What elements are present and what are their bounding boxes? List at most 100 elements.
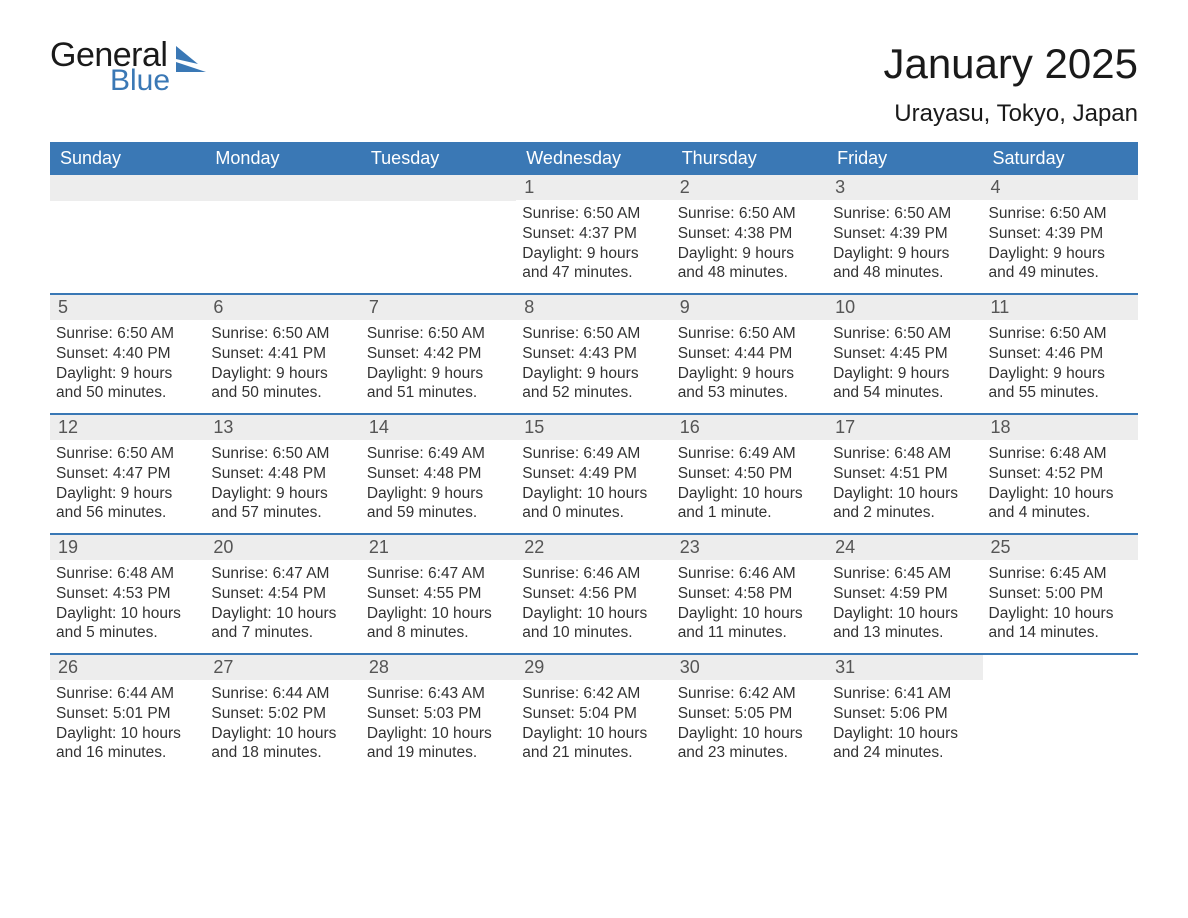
logo: General Blue (50, 40, 208, 94)
day-number: 13 (205, 415, 360, 440)
sunrise-line: Sunrise: 6:50 AM (678, 204, 821, 224)
sunset-line: Sunset: 4:53 PM (56, 584, 199, 604)
week-row: 12Sunrise: 6:50 AMSunset: 4:47 PMDayligh… (50, 413, 1138, 533)
day-body: Sunrise: 6:45 AMSunset: 5:00 PMDaylight:… (983, 560, 1138, 647)
header-row: General Blue January 2025 Urayasu, Tokyo… (50, 40, 1138, 128)
day-number: 16 (672, 415, 827, 440)
day-cell: 21Sunrise: 6:47 AMSunset: 4:55 PMDayligh… (361, 535, 516, 653)
day-cell: 7Sunrise: 6:50 AMSunset: 4:42 PMDaylight… (361, 295, 516, 413)
day-header: Wednesday (516, 142, 671, 175)
daylight-line: Daylight: 10 hours and 14 minutes. (989, 604, 1132, 644)
daylight-line: Daylight: 10 hours and 16 minutes. (56, 724, 199, 764)
day-number: 11 (983, 295, 1138, 320)
day-cell: 19Sunrise: 6:48 AMSunset: 4:53 PMDayligh… (50, 535, 205, 653)
day-body: Sunrise: 6:50 AMSunset: 4:39 PMDaylight:… (983, 200, 1138, 287)
daylight-line: Daylight: 9 hours and 50 minutes. (56, 364, 199, 404)
sunrise-line: Sunrise: 6:45 AM (989, 564, 1132, 584)
sunset-line: Sunset: 4:49 PM (522, 464, 665, 484)
sunset-line: Sunset: 4:41 PM (211, 344, 354, 364)
day-body: Sunrise: 6:50 AMSunset: 4:43 PMDaylight:… (516, 320, 671, 407)
sunrise-line: Sunrise: 6:50 AM (211, 444, 354, 464)
sunset-line: Sunset: 4:38 PM (678, 224, 821, 244)
daylight-line: Daylight: 9 hours and 56 minutes. (56, 484, 199, 524)
sunrise-line: Sunrise: 6:50 AM (678, 324, 821, 344)
week-row: 26Sunrise: 6:44 AMSunset: 5:01 PMDayligh… (50, 653, 1138, 773)
day-cell: 22Sunrise: 6:46 AMSunset: 4:56 PMDayligh… (516, 535, 671, 653)
logo-text-blue: Blue (110, 67, 170, 94)
sunset-line: Sunset: 4:44 PM (678, 344, 821, 364)
day-body: Sunrise: 6:46 AMSunset: 4:58 PMDaylight:… (672, 560, 827, 647)
day-body: Sunrise: 6:44 AMSunset: 5:02 PMDaylight:… (205, 680, 360, 767)
sunset-line: Sunset: 5:00 PM (989, 584, 1132, 604)
day-cell: 26Sunrise: 6:44 AMSunset: 5:01 PMDayligh… (50, 655, 205, 773)
day-cell (361, 175, 516, 293)
day-number: 17 (827, 415, 982, 440)
day-body: Sunrise: 6:43 AMSunset: 5:03 PMDaylight:… (361, 680, 516, 767)
day-cell (50, 175, 205, 293)
daylight-line: Daylight: 9 hours and 52 minutes. (522, 364, 665, 404)
daylight-line: Daylight: 9 hours and 51 minutes. (367, 364, 510, 404)
daylight-line: Daylight: 10 hours and 21 minutes. (522, 724, 665, 764)
sunrise-line: Sunrise: 6:50 AM (522, 324, 665, 344)
sunset-line: Sunset: 5:05 PM (678, 704, 821, 724)
daylight-line: Daylight: 10 hours and 24 minutes. (833, 724, 976, 764)
day-cell: 4Sunrise: 6:50 AMSunset: 4:39 PMDaylight… (983, 175, 1138, 293)
day-number: 12 (50, 415, 205, 440)
day-number: 5 (50, 295, 205, 320)
daylight-line: Daylight: 9 hours and 50 minutes. (211, 364, 354, 404)
day-cell: 23Sunrise: 6:46 AMSunset: 4:58 PMDayligh… (672, 535, 827, 653)
sunrise-line: Sunrise: 6:49 AM (367, 444, 510, 464)
day-number: 3 (827, 175, 982, 200)
day-number: 28 (361, 655, 516, 680)
day-body: Sunrise: 6:49 AMSunset: 4:48 PMDaylight:… (361, 440, 516, 527)
sunrise-line: Sunrise: 6:43 AM (367, 684, 510, 704)
day-cell: 6Sunrise: 6:50 AMSunset: 4:41 PMDaylight… (205, 295, 360, 413)
day-cell: 20Sunrise: 6:47 AMSunset: 4:54 PMDayligh… (205, 535, 360, 653)
daylight-line: Daylight: 10 hours and 19 minutes. (367, 724, 510, 764)
day-body: Sunrise: 6:50 AMSunset: 4:41 PMDaylight:… (205, 320, 360, 407)
day-cell: 9Sunrise: 6:50 AMSunset: 4:44 PMDaylight… (672, 295, 827, 413)
day-cell: 24Sunrise: 6:45 AMSunset: 4:59 PMDayligh… (827, 535, 982, 653)
day-cell: 3Sunrise: 6:50 AMSunset: 4:39 PMDaylight… (827, 175, 982, 293)
sunset-line: Sunset: 4:42 PM (367, 344, 510, 364)
day-body: Sunrise: 6:47 AMSunset: 4:55 PMDaylight:… (361, 560, 516, 647)
sunrise-line: Sunrise: 6:45 AM (833, 564, 976, 584)
day-cell: 2Sunrise: 6:50 AMSunset: 4:38 PMDaylight… (672, 175, 827, 293)
daylight-line: Daylight: 9 hours and 48 minutes. (833, 244, 976, 284)
sunset-line: Sunset: 4:48 PM (211, 464, 354, 484)
day-body: Sunrise: 6:50 AMSunset: 4:44 PMDaylight:… (672, 320, 827, 407)
day-number: 15 (516, 415, 671, 440)
day-number: 29 (516, 655, 671, 680)
title-block: January 2025 Urayasu, Tokyo, Japan (883, 40, 1138, 128)
sunrise-line: Sunrise: 6:50 AM (211, 324, 354, 344)
day-cell: 31Sunrise: 6:41 AMSunset: 5:06 PMDayligh… (827, 655, 982, 773)
day-number: 26 (50, 655, 205, 680)
daylight-line: Daylight: 9 hours and 55 minutes. (989, 364, 1132, 404)
sunset-line: Sunset: 4:40 PM (56, 344, 199, 364)
sunset-line: Sunset: 4:45 PM (833, 344, 976, 364)
sunrise-line: Sunrise: 6:48 AM (56, 564, 199, 584)
day-header: Thursday (672, 142, 827, 175)
day-number: 20 (205, 535, 360, 560)
day-body: Sunrise: 6:49 AMSunset: 4:49 PMDaylight:… (516, 440, 671, 527)
sunset-line: Sunset: 5:02 PM (211, 704, 354, 724)
sunset-line: Sunset: 4:59 PM (833, 584, 976, 604)
day-header: Tuesday (361, 142, 516, 175)
day-number: 18 (983, 415, 1138, 440)
daylight-line: Daylight: 10 hours and 18 minutes. (211, 724, 354, 764)
sunset-line: Sunset: 4:58 PM (678, 584, 821, 604)
day-cell: 14Sunrise: 6:49 AMSunset: 4:48 PMDayligh… (361, 415, 516, 533)
sunset-line: Sunset: 4:50 PM (678, 464, 821, 484)
sunset-line: Sunset: 4:43 PM (522, 344, 665, 364)
day-cell (983, 655, 1138, 773)
daylight-line: Daylight: 10 hours and 7 minutes. (211, 604, 354, 644)
day-number: 2 (672, 175, 827, 200)
daylight-line: Daylight: 10 hours and 1 minute. (678, 484, 821, 524)
empty-day-bar (361, 175, 516, 201)
day-cell: 15Sunrise: 6:49 AMSunset: 4:49 PMDayligh… (516, 415, 671, 533)
week-row: 1Sunrise: 6:50 AMSunset: 4:37 PMDaylight… (50, 175, 1138, 293)
day-cell: 18Sunrise: 6:48 AMSunset: 4:52 PMDayligh… (983, 415, 1138, 533)
sunrise-line: Sunrise: 6:50 AM (522, 204, 665, 224)
daylight-line: Daylight: 10 hours and 23 minutes. (678, 724, 821, 764)
day-header: Saturday (983, 142, 1138, 175)
